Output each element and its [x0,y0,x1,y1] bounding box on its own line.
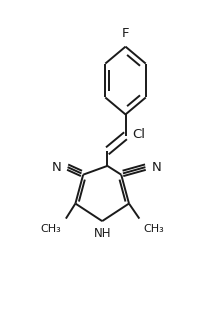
Text: NH: NH [93,228,111,240]
Text: F: F [122,27,129,40]
Text: N: N [52,161,62,174]
Text: CH₃: CH₃ [144,224,164,234]
Text: CH₃: CH₃ [41,224,62,234]
Text: N: N [151,161,161,174]
Text: Cl: Cl [132,128,145,141]
